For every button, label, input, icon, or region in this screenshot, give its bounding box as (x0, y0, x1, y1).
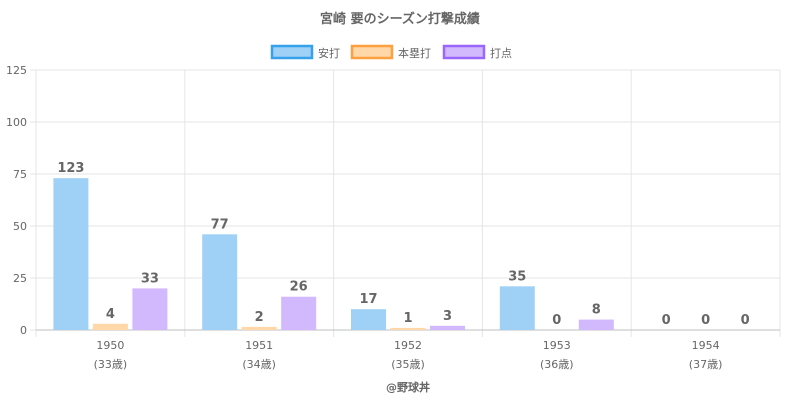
bar-value-label: 4 (106, 307, 115, 322)
x-tick-sublabel: (37歳) (689, 358, 723, 371)
value-labels: 123 4 33 77 2 26 17 1 3 35 0 8 0 0 0 (57, 161, 749, 328)
bar (578, 319, 614, 330)
x-tick-sublabel: (36歳) (540, 358, 574, 371)
y-tick-label: 50 (13, 220, 27, 233)
bar (92, 323, 128, 330)
x-tick-sublabel: (34歳) (242, 358, 276, 371)
bar-value-label: 26 (290, 280, 308, 295)
x-axis: 1950 (33歳) 1951 (34歳) 1952 (35歳) 1953 (36歳) 1954… (94, 339, 723, 371)
y-tick-label: 0 (20, 324, 27, 337)
bar-value-label: 77 (211, 217, 229, 232)
legend-item[interactable]: 安打 (270, 44, 340, 60)
bar-value-label: 8 (592, 303, 601, 318)
bar-value-label: 1 (403, 311, 412, 326)
bars (53, 178, 614, 330)
y-tick-label: 75 (13, 168, 27, 181)
legend-swatch (350, 44, 394, 60)
x-tick-label: 1953 (543, 339, 571, 352)
bar-value-label: 123 (57, 161, 84, 176)
bar (241, 326, 277, 330)
bar (132, 288, 168, 330)
x-tick-sublabel: (33歳) (94, 358, 128, 371)
bar-value-label: 0 (662, 313, 671, 328)
bar-value-label: 0 (701, 313, 710, 328)
bar-value-label: 0 (741, 313, 750, 328)
y-tick-label: 25 (13, 272, 27, 285)
bar-value-label: 33 (141, 271, 159, 286)
y-tick-label: 125 (6, 64, 27, 77)
bar-value-label: 3 (443, 309, 452, 324)
x-tick-sublabel: (35歳) (391, 358, 425, 371)
bar (430, 325, 465, 330)
legend-label: 本塁打 (398, 46, 431, 60)
bar (351, 309, 386, 330)
bar-value-label: 0 (552, 313, 561, 328)
x-tick-label: 1954 (692, 339, 720, 352)
bar (53, 178, 89, 330)
bar-value-label: 2 (255, 310, 264, 325)
legend-label: 安打 (318, 46, 340, 60)
chart-credit: @野球丼 (386, 380, 430, 394)
y-axis: 0 25 50 75 100 125 (6, 64, 27, 337)
x-tick-label: 1951 (245, 339, 273, 352)
legend-item[interactable]: 本塁打 (350, 44, 431, 60)
chart-title: 宮崎 要のシーズン打撃成績 (320, 11, 480, 27)
legend: 安打 本塁打 打点 (270, 44, 512, 60)
legend-item[interactable]: 打点 (442, 44, 512, 60)
y-tick-label: 100 (6, 116, 27, 129)
bar (202, 234, 238, 330)
bar-value-label: 35 (508, 269, 526, 284)
x-tick-label: 1950 (96, 339, 124, 352)
bar (390, 327, 426, 330)
bar (281, 296, 317, 330)
bar (499, 286, 535, 330)
legend-label: 打点 (490, 46, 512, 60)
bar-value-label: 17 (359, 292, 377, 307)
legend-swatch (442, 44, 486, 60)
legend-swatch (270, 44, 314, 60)
x-tick-label: 1952 (394, 339, 422, 352)
